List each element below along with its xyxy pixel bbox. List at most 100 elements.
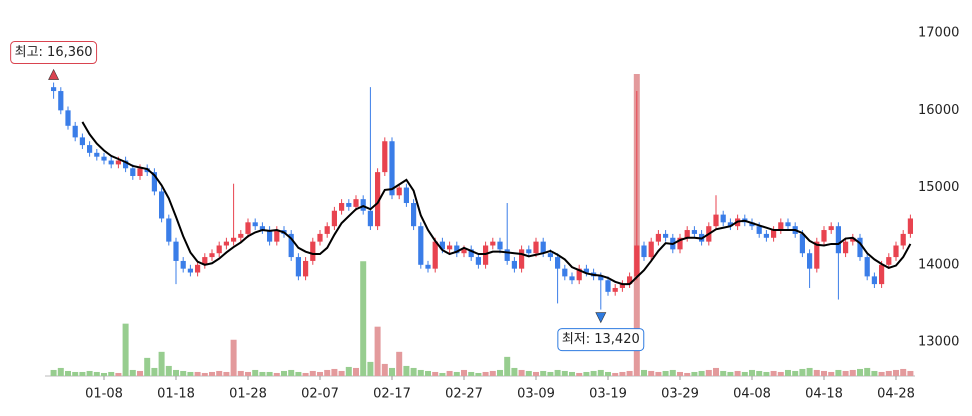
candle-body [468, 249, 474, 258]
candle-body [151, 172, 157, 192]
volume-bar [655, 371, 662, 376]
volume-bar [475, 372, 482, 376]
candle-body [490, 241, 496, 246]
volume-bar [79, 371, 86, 376]
candle-body [857, 237, 863, 258]
x-tick-label: 03-29 [661, 387, 699, 402]
volume-bar [57, 367, 64, 376]
volume-bar [468, 371, 475, 376]
candle-body [886, 257, 892, 265]
moving-average-line [81, 121, 912, 286]
volume-bar [137, 370, 143, 376]
candle-body [713, 214, 719, 227]
candle-body [72, 125, 78, 138]
candle-body [396, 187, 402, 196]
volume-bar [871, 370, 878, 376]
candle-body [547, 253, 553, 258]
volume-bar [115, 372, 122, 376]
volume-bar [194, 371, 201, 376]
volume-bar [561, 370, 568, 376]
volume-bar [216, 370, 223, 376]
candle-body [756, 226, 762, 234]
candle-body [598, 276, 604, 281]
candle-body [432, 241, 438, 269]
x-tick-label: 02-07 [301, 387, 339, 402]
candle-body [519, 249, 525, 269]
candle-body [137, 168, 143, 176]
candle-body [324, 226, 330, 234]
x-tick-label: 01-28 [229, 387, 267, 402]
volume-bar [108, 371, 115, 376]
candle-body [65, 110, 71, 126]
candle-body [504, 249, 510, 261]
volume-bar [698, 370, 705, 376]
volume-bar [619, 371, 626, 376]
volume-bar [353, 367, 359, 376]
volume-bar [612, 372, 619, 376]
volume-bar [749, 369, 755, 376]
volume-bar [396, 351, 403, 376]
candle-body [843, 241, 849, 254]
volume-bar [317, 371, 323, 376]
extreme-label-box [557, 328, 645, 352]
candle-body [871, 276, 877, 285]
candle-body [123, 160, 129, 169]
candle-body [763, 233, 769, 238]
x-tick-label: 04-28 [877, 387, 915, 402]
x-tick-label: 02-27 [445, 387, 483, 402]
candle-body [87, 145, 93, 153]
y-tick-label: 14000 [918, 257, 959, 272]
candle-body [245, 222, 251, 234]
candle-body [173, 241, 179, 261]
volume-bar [590, 370, 597, 376]
y-tick-label: 13000 [918, 335, 959, 350]
y-tick-label: 17000 [918, 26, 959, 41]
candle-body [389, 141, 395, 196]
volume-bar [799, 368, 806, 376]
volume-bar [626, 370, 633, 376]
candle-body [540, 241, 546, 254]
candle-body [252, 222, 258, 227]
candle-body [94, 152, 100, 157]
volume-bar [497, 369, 503, 376]
extreme-marker [48, 68, 60, 80]
volume-bar [259, 371, 266, 376]
candle-body [216, 245, 222, 254]
candle-body [209, 253, 215, 258]
volume-bar [569, 371, 575, 376]
volume-bar [86, 370, 93, 376]
candle-body [483, 245, 489, 265]
candle-body [555, 257, 561, 269]
volume-bar [727, 371, 734, 376]
volume-bar [648, 370, 655, 376]
volume-bar [389, 367, 395, 376]
volume-bar [792, 370, 799, 376]
candle-body [303, 260, 309, 277]
volume-bar [554, 369, 561, 376]
candle-body [447, 245, 453, 250]
candle-body [691, 230, 697, 234]
volume-bar [777, 371, 784, 376]
volume-bar [122, 323, 129, 376]
volume-bar [713, 367, 719, 376]
volume-bar [165, 365, 172, 376]
volume-bar [129, 369, 136, 376]
candle-body [259, 226, 265, 231]
candle-body [864, 257, 870, 277]
volume-bar [417, 369, 424, 376]
volume-bar [763, 371, 770, 376]
candle-body [375, 172, 381, 227]
volume-bar [453, 371, 460, 376]
candle-body [454, 245, 460, 254]
candle-body [907, 218, 913, 234]
volume-bar [403, 365, 410, 376]
volume-bar [288, 369, 295, 376]
volume-bar [187, 371, 194, 376]
candle-body [461, 249, 467, 254]
volume-bar [518, 369, 525, 376]
volume-bar [295, 371, 302, 376]
volume-bar [331, 368, 338, 376]
volume-bar [583, 371, 590, 376]
volume-bar [209, 371, 215, 376]
